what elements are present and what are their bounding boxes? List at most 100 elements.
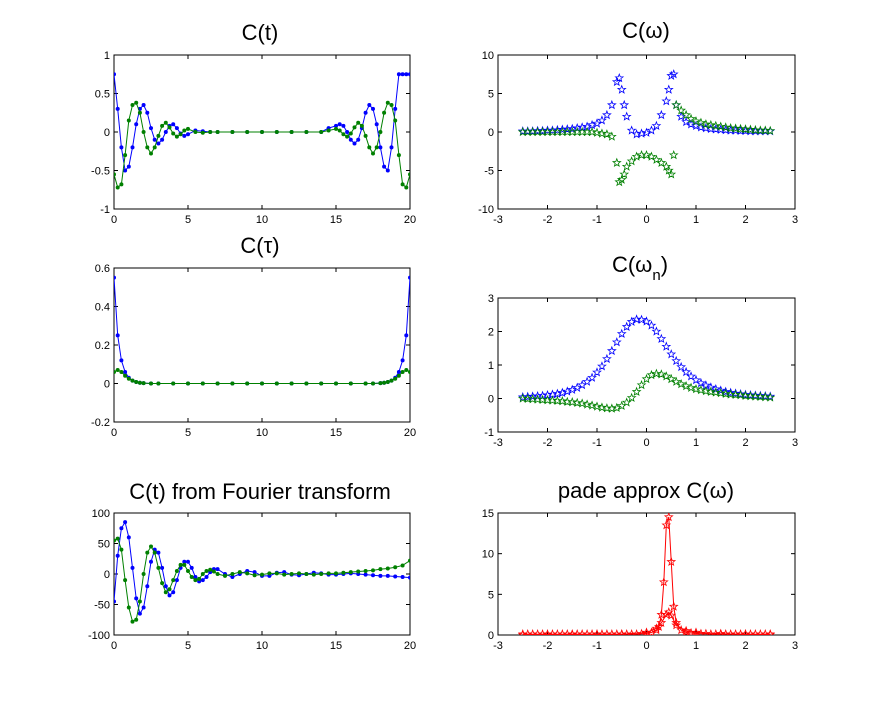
data-point bbox=[382, 380, 387, 385]
data-point-star bbox=[621, 161, 632, 171]
data-point-star bbox=[661, 161, 672, 171]
data-point bbox=[400, 563, 405, 568]
data-point bbox=[230, 572, 235, 576]
data-point-star bbox=[557, 396, 568, 406]
data-point bbox=[137, 599, 142, 604]
data-point bbox=[174, 134, 179, 139]
data-point bbox=[126, 376, 131, 381]
x-tick-label: 15 bbox=[330, 214, 342, 226]
data-point bbox=[211, 569, 216, 574]
series-ctf-1 bbox=[114, 536, 410, 624]
data-point bbox=[126, 164, 131, 169]
chart-ct: 0 5 10 15 20 -1 -0.5 0 0.5 1 bbox=[91, 50, 416, 226]
data-point-star bbox=[691, 627, 701, 635]
data-point-star bbox=[666, 349, 677, 359]
y-tick-label: -5 bbox=[484, 166, 494, 178]
x-tick-label: 2 bbox=[742, 640, 748, 652]
data-point bbox=[200, 130, 205, 135]
y-tick-label: 3 bbox=[488, 293, 494, 305]
data-point bbox=[348, 570, 353, 575]
data-point bbox=[334, 123, 338, 128]
data-point bbox=[385, 566, 390, 571]
data-point bbox=[304, 130, 309, 134]
x-tick-label: -1 bbox=[592, 214, 602, 226]
data-point-star bbox=[641, 316, 652, 326]
data-point-star bbox=[701, 385, 711, 396]
y-tick-label: 1 bbox=[488, 360, 494, 372]
data-point bbox=[186, 559, 190, 564]
x-tick-label: -2 bbox=[543, 437, 553, 449]
data-point-star bbox=[720, 122, 731, 132]
data-point-star bbox=[735, 390, 746, 400]
data-point-star bbox=[567, 123, 578, 134]
y-tick-label: 100 bbox=[92, 508, 110, 520]
data-point bbox=[186, 568, 190, 573]
data-point bbox=[174, 568, 179, 573]
data-point-star bbox=[619, 99, 630, 110]
y-tick-label: 0 bbox=[104, 127, 110, 139]
data-point bbox=[378, 130, 383, 134]
data-point-star bbox=[671, 99, 682, 110]
data-point bbox=[115, 185, 120, 190]
data-point-star bbox=[577, 398, 588, 408]
data-point-star bbox=[661, 341, 672, 351]
data-point bbox=[378, 567, 383, 572]
data-point bbox=[334, 126, 338, 131]
data-point-star bbox=[676, 361, 687, 372]
y-tick-label: 1 bbox=[104, 50, 110, 62]
series-cw-1 bbox=[517, 99, 776, 187]
data-point-star bbox=[621, 111, 632, 121]
data-point bbox=[163, 120, 168, 125]
data-point bbox=[208, 130, 213, 134]
x-tick-label: 5 bbox=[185, 640, 191, 652]
data-point-star bbox=[611, 157, 622, 167]
data-point-star bbox=[572, 123, 583, 133]
data-point-star bbox=[715, 388, 726, 398]
data-point bbox=[326, 571, 331, 576]
data-point-star bbox=[666, 169, 677, 179]
data-point-star bbox=[602, 353, 612, 364]
x-tick-label: 5 bbox=[185, 427, 191, 439]
data-point-star bbox=[676, 378, 687, 389]
data-point-star bbox=[614, 72, 625, 83]
y-tick-label: 5 bbox=[488, 589, 494, 601]
data-point-star bbox=[611, 76, 622, 87]
data-point bbox=[385, 100, 390, 105]
data-point bbox=[167, 593, 172, 598]
data-point bbox=[237, 570, 242, 575]
data-point-star bbox=[720, 386, 731, 396]
data-point bbox=[114, 538, 116, 543]
data-point-star bbox=[656, 617, 667, 627]
data-point-star bbox=[676, 105, 687, 115]
data-point bbox=[215, 567, 220, 572]
data-point bbox=[193, 578, 198, 583]
data-point bbox=[156, 550, 161, 555]
y-tick-label: 50 bbox=[98, 539, 110, 551]
data-point-star bbox=[631, 129, 642, 139]
data-point-star bbox=[651, 368, 662, 378]
data-point bbox=[141, 103, 146, 108]
data-point-star bbox=[597, 128, 607, 138]
y-tick-label: 0 bbox=[104, 569, 110, 581]
data-point bbox=[367, 145, 372, 150]
x-tick-label: -1 bbox=[592, 640, 602, 652]
data-point bbox=[152, 137, 157, 142]
x-tick-label: 2 bbox=[742, 214, 748, 226]
data-point-star bbox=[562, 124, 573, 134]
data-point bbox=[137, 611, 142, 616]
data-point bbox=[163, 130, 168, 134]
data-point bbox=[363, 568, 368, 573]
data-point-star bbox=[651, 154, 662, 164]
data-point bbox=[182, 559, 187, 564]
data-point-star bbox=[661, 520, 672, 530]
data-point bbox=[341, 132, 346, 137]
data-point bbox=[230, 130, 235, 134]
data-point bbox=[189, 565, 194, 570]
data-point bbox=[119, 182, 124, 187]
data-point bbox=[404, 185, 409, 190]
axes-box-cw bbox=[497, 54, 796, 210]
data-point bbox=[389, 145, 394, 150]
data-point bbox=[408, 275, 410, 280]
data-point bbox=[193, 575, 198, 580]
